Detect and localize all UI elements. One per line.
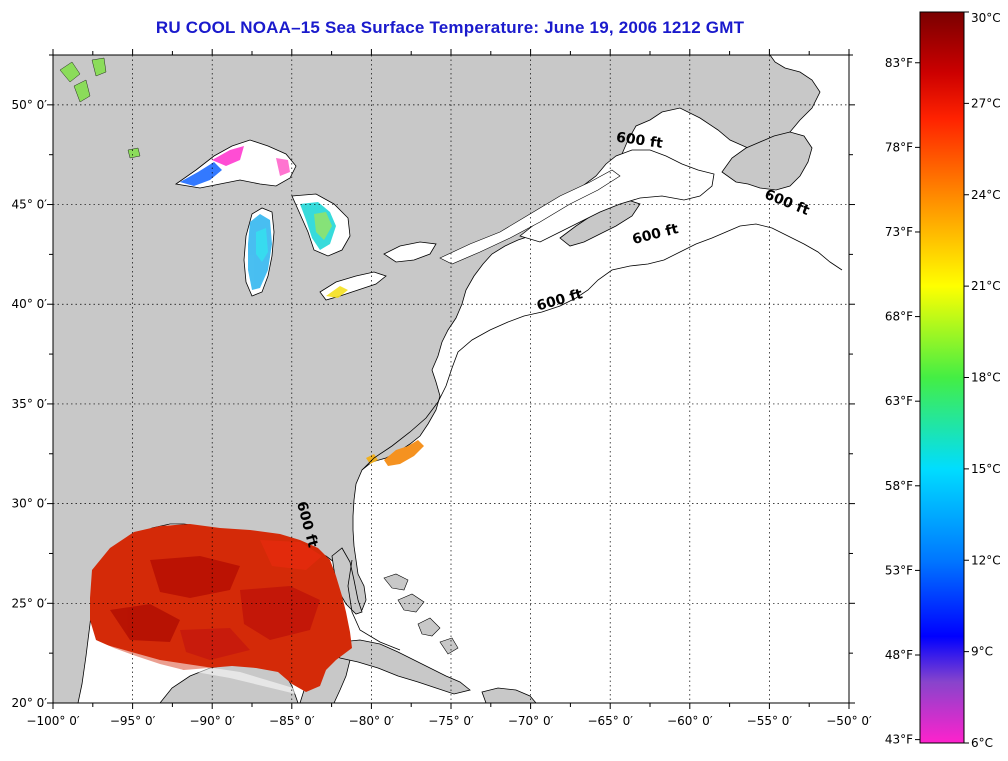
latitude-labels: 20° 0′ 25° 0′ 30° 0′ 35° 0′ 40° 0′ 45° 0′ 50° … bbox=[12, 98, 48, 710]
lon-label: −70° 0′ bbox=[508, 714, 554, 728]
axis-ticks bbox=[47, 49, 855, 709]
fahrenheit-label: 58°F bbox=[885, 479, 913, 493]
celsius-label: 27°C bbox=[971, 96, 1001, 110]
fahrenheit-label: 73°F bbox=[885, 225, 913, 239]
fahrenheit-label: 63°F bbox=[885, 394, 913, 408]
isobath-label: 600 ft bbox=[615, 130, 664, 152]
lake-sst-patches bbox=[180, 146, 348, 298]
colorbar-celsius-labels: 30°C 27°C 24°C 21°C 18°C 15°C 12°C 9°C 6°C bbox=[964, 11, 1001, 750]
lon-label: −50° 0′ bbox=[826, 714, 872, 728]
newfoundland-land bbox=[721, 131, 813, 191]
fahrenheit-label: 78°F bbox=[885, 140, 913, 154]
gulf-of-st-lawrence bbox=[519, 149, 715, 243]
lon-label: −65° 0′ bbox=[587, 714, 633, 728]
cuba-land bbox=[323, 639, 471, 695]
celsius-label: 30°C bbox=[971, 11, 1001, 25]
lon-label: −80° 0′ bbox=[349, 714, 395, 728]
lon-label: −95° 0′ bbox=[110, 714, 156, 728]
fahrenheit-label: 68°F bbox=[885, 310, 913, 324]
celsius-label: 9°C bbox=[971, 645, 993, 659]
lat-label: 35° 0′ bbox=[12, 397, 48, 411]
lon-label: −60° 0′ bbox=[667, 714, 713, 728]
celsius-label: 21°C bbox=[971, 279, 1001, 293]
lat-label: 45° 0′ bbox=[12, 198, 48, 212]
bahamas-islands bbox=[383, 573, 459, 655]
lat-label: 30° 0′ bbox=[12, 497, 48, 511]
lon-label: −55° 0′ bbox=[747, 714, 793, 728]
fahrenheit-label: 48°F bbox=[885, 648, 913, 662]
lon-label: −100° 0′ bbox=[26, 714, 79, 728]
lon-label: −75° 0′ bbox=[428, 714, 474, 728]
carolina-sst-patch-2 bbox=[366, 454, 378, 464]
longitude-labels: −100° 0′ −95° 0′ −90° 0′ −85° 0′ −80° 0′ −75°… bbox=[26, 714, 872, 728]
celsius-label: 18°C bbox=[971, 371, 1001, 385]
lon-label: −85° 0′ bbox=[269, 714, 315, 728]
isobath-600ft bbox=[361, 223, 843, 471]
carolina-sst-patch bbox=[384, 440, 424, 466]
colorbar-fahrenheit-labels: 83°F 78°F 73°F 68°F 63°F 58°F 53°F 48°F 43°F bbox=[885, 56, 920, 747]
graticule bbox=[53, 55, 849, 703]
map-title: RU COOL NOAA–15 Sea Surface Temperature:… bbox=[155, 18, 745, 37]
hispaniola-land bbox=[481, 687, 537, 703]
fahrenheit-label: 83°F bbox=[885, 56, 913, 70]
isobath-600ft-gulf bbox=[347, 559, 401, 651]
colorbar bbox=[919, 11, 965, 744]
celsius-label: 15°C bbox=[971, 462, 1001, 476]
lat-label: 40° 0′ bbox=[12, 297, 48, 311]
celsius-label: 24°C bbox=[971, 188, 1001, 202]
lat-label: 25° 0′ bbox=[12, 596, 48, 610]
north-america-land bbox=[53, 55, 821, 703]
lat-label: 20° 0′ bbox=[12, 696, 48, 710]
lon-label: −90° 0′ bbox=[189, 714, 235, 728]
hudson-bay-sst-patches bbox=[59, 57, 141, 159]
fahrenheit-label: 53°F bbox=[885, 563, 913, 577]
lat-label: 50° 0′ bbox=[12, 98, 48, 112]
lake-ontario bbox=[383, 241, 437, 263]
fahrenheit-label: 43°F bbox=[885, 733, 913, 747]
celsius-label: 6°C bbox=[971, 736, 993, 750]
florida-land bbox=[331, 547, 363, 615]
st-lawrence-river bbox=[439, 169, 621, 265]
gulf-sst-texture bbox=[92, 540, 322, 694]
celsius-label: 12°C bbox=[971, 553, 1001, 567]
